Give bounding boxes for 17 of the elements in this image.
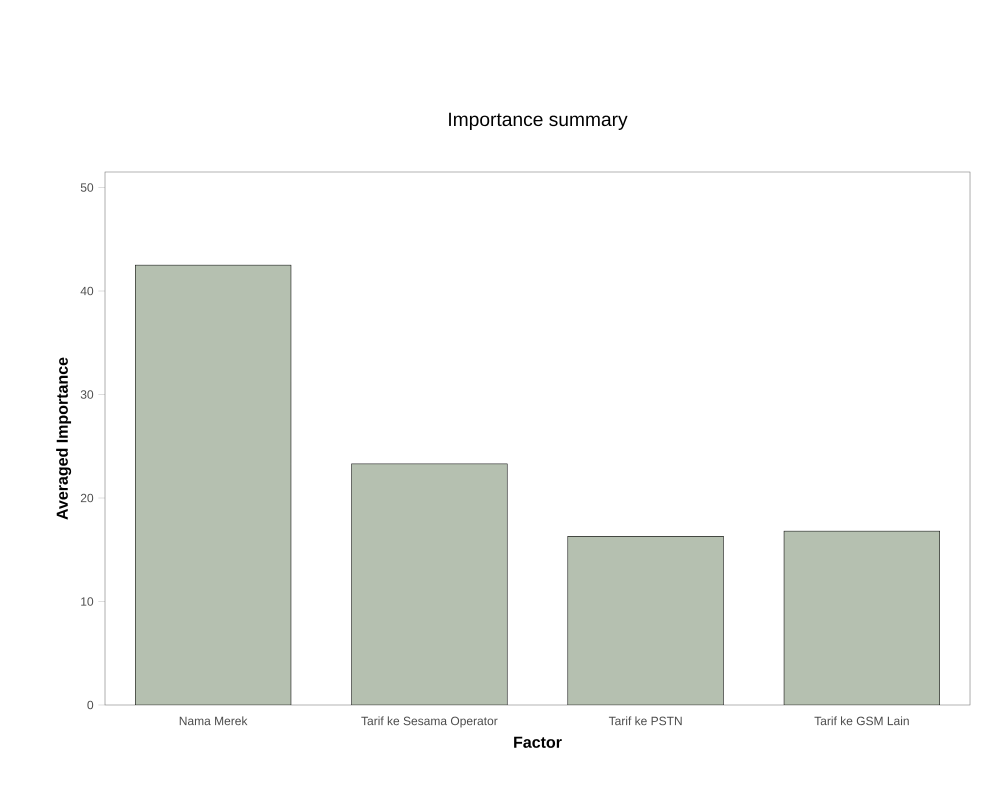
- y-tick-label: 50: [80, 183, 94, 192]
- x-tick-label: Nama Merek: [180, 716, 248, 726]
- y-tick-label: 20: [80, 494, 94, 502]
- x-tick-label: Tarif ke PSTN: [608, 716, 682, 726]
- y-tick-label: 30: [80, 390, 94, 399]
- bar: [352, 464, 508, 705]
- x-tick-label: Tarif ke GSM Lain: [814, 716, 909, 726]
- y-tick-label: 0: [87, 700, 94, 710]
- bar: [784, 530, 940, 705]
- chart-title: Importance summary: [449, 112, 628, 130]
- x-axis-title: Factor: [514, 736, 562, 748]
- x-tick-label: Tarif ke Sesama Operator: [361, 716, 498, 728]
- y-tick-label: 10: [81, 597, 94, 606]
- bar: [135, 264, 292, 705]
- bar: [568, 536, 724, 705]
- y-axis-title: Averaged Importance: [56, 358, 72, 520]
- y-tick-label: 40: [80, 286, 94, 296]
